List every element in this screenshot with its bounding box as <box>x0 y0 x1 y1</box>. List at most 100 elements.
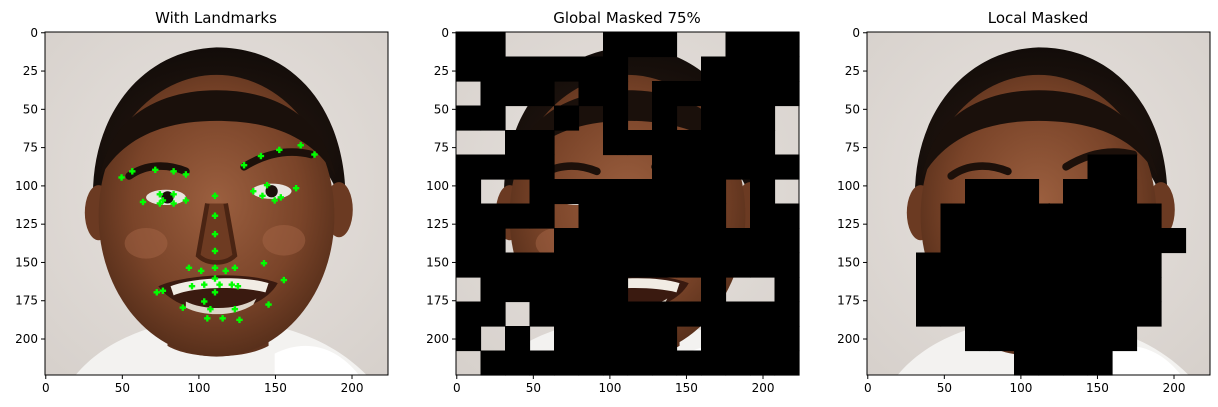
mask-patch <box>750 228 776 254</box>
mask-patch <box>965 228 991 254</box>
mask-patch <box>1038 252 1064 278</box>
landmark-point <box>277 194 285 201</box>
landmark-point <box>219 315 226 322</box>
x-tick-label: 0 <box>453 381 461 395</box>
mask-patch <box>554 277 580 303</box>
mask-patch <box>652 105 678 131</box>
mask-patch <box>1063 350 1089 376</box>
mask-patch <box>480 277 506 303</box>
landmark-point <box>259 192 266 200</box>
mask-patch <box>989 326 1015 352</box>
mask-patch <box>554 301 580 327</box>
mask-patch <box>627 228 653 254</box>
mask-patch <box>1136 203 1162 229</box>
mask-patch <box>456 203 482 229</box>
mask-patch <box>1087 350 1113 376</box>
mask-patch <box>701 301 727 327</box>
x-tick-label: 200 <box>752 381 775 395</box>
mask-patch <box>750 154 776 180</box>
mask-patch <box>774 350 800 376</box>
mask-patch <box>505 350 531 376</box>
mask-patch <box>505 81 531 107</box>
landmark-point <box>159 197 167 204</box>
landmark-point <box>240 162 248 169</box>
mask-patch <box>1063 301 1089 327</box>
landmark-point <box>216 281 223 288</box>
mask-patch <box>505 252 531 278</box>
mask-patch <box>989 301 1015 327</box>
mask-patch <box>480 105 506 131</box>
mask-patch <box>627 179 653 205</box>
mask-patch <box>480 32 506 58</box>
mask-patch <box>603 56 629 82</box>
mask-patch <box>1112 277 1138 303</box>
landmark-point <box>211 230 219 238</box>
mask-patch <box>989 252 1015 278</box>
mask-patch <box>1063 252 1089 278</box>
landmark-point <box>182 171 190 178</box>
mask-patch <box>701 252 727 278</box>
mask-patch <box>1112 154 1138 180</box>
mask-patch <box>456 154 482 180</box>
mask-patch <box>603 32 629 58</box>
x-tick-label: 100 <box>598 381 621 395</box>
landmark-point <box>156 191 164 198</box>
landmark-point <box>231 305 239 313</box>
mask-patch <box>750 326 776 352</box>
mask-patch <box>725 228 751 254</box>
y-tick-label: 0 <box>30 26 38 40</box>
mask-patch <box>725 32 751 58</box>
y-tick-label: 75 <box>434 141 449 155</box>
mask-patch <box>505 130 531 156</box>
mask-patch <box>480 350 506 376</box>
mask-patch <box>750 203 776 229</box>
mask-patch <box>1063 277 1089 303</box>
mask-patch <box>578 277 604 303</box>
mask-patch <box>578 301 604 327</box>
mask-patch <box>578 179 604 205</box>
mask-patch <box>1014 252 1040 278</box>
mask-patch <box>1087 301 1113 327</box>
x-tick-label: 0 <box>864 381 872 395</box>
mask-patch <box>456 56 482 82</box>
mask-patch <box>725 56 751 82</box>
mask-patch <box>652 130 678 156</box>
mask-patch <box>1014 203 1040 229</box>
y-tick-label: 125 <box>15 217 38 231</box>
mask-patch <box>603 130 629 156</box>
mask-patch <box>603 203 629 229</box>
mask-patch <box>578 326 604 352</box>
mask-patch <box>529 277 555 303</box>
mask-patch <box>725 326 751 352</box>
mask-patch <box>750 130 776 156</box>
mask-patch <box>701 203 727 229</box>
y-tick-label: 50 <box>845 102 860 116</box>
mask-patch <box>676 350 702 376</box>
landmark-point <box>204 315 211 322</box>
mask-patch <box>652 32 678 58</box>
mask-patch <box>603 179 629 205</box>
mask-patch <box>480 81 506 107</box>
mask-patch <box>940 277 966 303</box>
x-tick-label: 50 <box>526 381 541 395</box>
landmark-point <box>170 191 177 198</box>
landmark-overlay <box>118 142 318 324</box>
x-tick-label: 0 <box>42 381 50 395</box>
y-tick-label: 175 <box>426 294 449 308</box>
mask-patch <box>965 179 991 205</box>
landmark-point <box>236 316 243 324</box>
mask-patch <box>725 350 751 376</box>
panel-title: With Landmarks <box>155 9 277 27</box>
mask-patch <box>916 277 942 303</box>
mask-patch <box>774 277 800 303</box>
mask-patch <box>456 252 482 278</box>
mask-patch <box>965 301 991 327</box>
y-tick-label: 0 <box>441 26 449 40</box>
y-tick-label: 75 <box>845 141 860 155</box>
mask-patch <box>725 105 751 131</box>
mask-patch <box>627 326 653 352</box>
mask-patch <box>603 350 629 376</box>
mask-patch <box>701 105 727 131</box>
landmark-point <box>153 289 160 296</box>
